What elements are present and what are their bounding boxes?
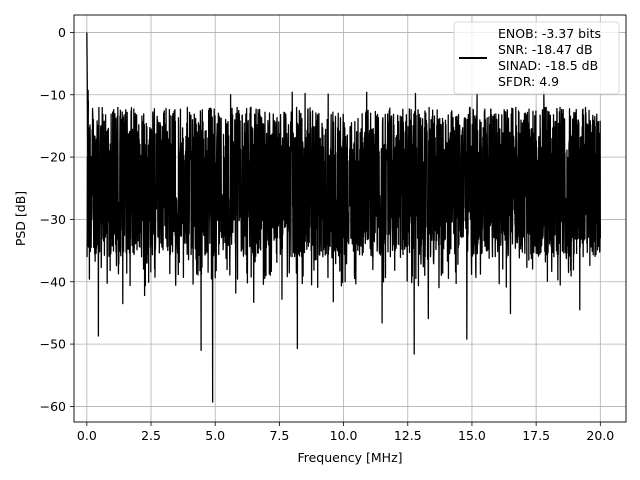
- x-tick-label: 20.0: [586, 428, 614, 443]
- legend-box: [453, 21, 620, 95]
- x-tick-label: 10.0: [330, 428, 358, 443]
- legend-snr: SNR: -18.47 dB: [498, 42, 593, 57]
- y-tick-label: −60: [40, 399, 66, 414]
- series-layer: [86, 32, 601, 403]
- legend-sinad: SINAD: -18.5 dB: [498, 58, 598, 73]
- x-tick-label: 0.0: [77, 428, 97, 443]
- x-axis-ticks: 0.0 2.5 5.0 7.5 10.0 12.5 15.0 17.5 20.0: [77, 422, 614, 443]
- y-tick-label: −20: [40, 150, 66, 165]
- y-tick-label: −30: [40, 212, 66, 227]
- y-tick-label: −10: [40, 87, 66, 102]
- x-tick-label: 7.5: [269, 428, 289, 443]
- x-axis-label: Frequency [MHz]: [297, 450, 402, 465]
- x-tick-label: 15.0: [458, 428, 486, 443]
- x-tick-label: 17.5: [522, 428, 550, 443]
- legend: ENOB: -3.37 bits SNR: -18.47 dB SINAD: -…: [453, 21, 620, 95]
- legend-enob: ENOB: -3.37 bits: [498, 26, 601, 41]
- x-tick-label: 12.5: [394, 428, 422, 443]
- x-tick-label: 2.5: [141, 428, 161, 443]
- plot-area-frame: [73, 14, 627, 423]
- x-tick-label: 5.0: [205, 428, 225, 443]
- legend-sfdr: SFDR: 4.9: [498, 74, 559, 89]
- y-axis-ticks: 0 −10 −20 −30 −40 −50 −60: [40, 25, 74, 414]
- y-tick-label: −50: [40, 337, 66, 352]
- psd-series-line: [86, 32, 601, 403]
- y-tick-label: −40: [40, 274, 66, 289]
- y-tick-label: 0: [58, 25, 66, 40]
- y-axis-label: PSD [dB]: [13, 191, 28, 246]
